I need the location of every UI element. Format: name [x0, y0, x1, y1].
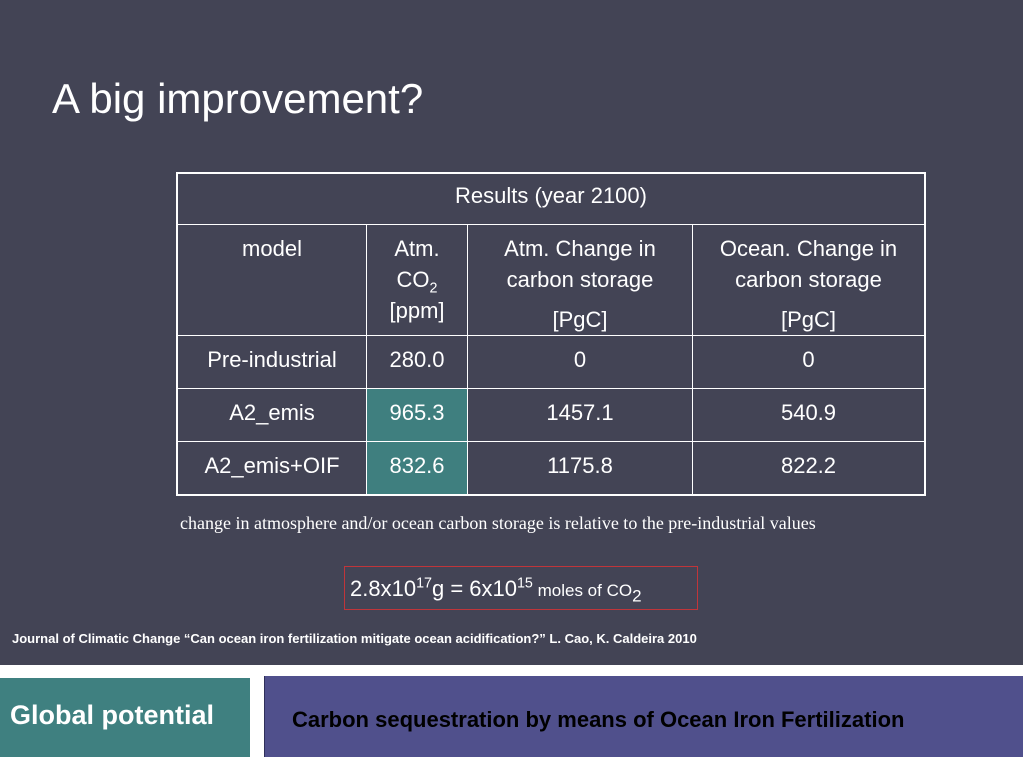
header-atm-change-unit: [PgC]: [552, 307, 608, 332]
formula-exponent2: 15: [516, 575, 533, 592]
cell-model: A2_emis: [176, 388, 367, 442]
section-label-text: Global potential: [10, 700, 215, 730]
formula-exponent1: 17: [416, 575, 432, 592]
header-atm-co2-unit: [ppm]: [389, 298, 445, 323]
table-row: Pre-industrial 280.0 0 0: [176, 335, 926, 389]
header-atm-change-label: Atm. Change in carbon storage: [504, 236, 656, 292]
footer-section-label: Global potential: [0, 678, 250, 757]
cell-atm-co2-highlighted: 832.6: [366, 441, 468, 496]
cell-model: Pre-industrial: [176, 335, 367, 389]
header-ocean-change: Ocean. Change in carbon storage [PgC]: [692, 224, 926, 336]
header-model: model: [176, 224, 367, 336]
header-ocean-change-label: Ocean. Change in carbon storage: [719, 236, 898, 292]
cell-atm-co2: 280.0: [366, 335, 468, 389]
formula-part2: g = 6x10: [431, 576, 517, 601]
presentation-title-text: Carbon sequestration by means of Ocean I…: [292, 707, 905, 732]
formula-part1: 2.8x10: [350, 576, 417, 601]
cell-atm-co2-highlighted: 965.3: [366, 388, 468, 442]
table-row: A2_emis 965.3 1457.1 540.9: [176, 388, 926, 442]
conversion-formula-box: 2.8x1017g = 6x1015 moles of CO2: [344, 566, 698, 610]
table-row: A2_emis+OIF 832.6 1175.8 822.2: [176, 441, 926, 496]
formula-subscript: 2: [632, 586, 642, 606]
cell-atm-change: 1175.8: [467, 441, 693, 496]
cell-ocean-change: 822.2: [692, 441, 926, 496]
header-atm-co2-subscript: 2: [429, 280, 438, 297]
slide-title: A big improvement?: [52, 75, 424, 122]
citation: Journal of Climatic Change “Can ocean ir…: [12, 631, 697, 646]
cell-atm-change: 0: [467, 335, 693, 389]
header-atm-change: Atm. Change in carbon storage [PgC]: [467, 224, 693, 336]
header-atm-co2-line1: Atm.: [394, 236, 440, 261]
formula-part3: moles of CO: [532, 581, 633, 600]
table-footnote: change in atmosphere and/or ocean carbon…: [180, 513, 816, 533]
cell-ocean-change: 540.9: [692, 388, 926, 442]
header-ocean-change-unit: [PgC]: [780, 307, 837, 332]
table-caption: Results (year 2100): [176, 172, 926, 225]
table-header-row: model Atm. CO2 [ppm] Atm. Change in carb…: [176, 224, 926, 336]
header-atm-co2-line2: CO: [396, 267, 430, 292]
cell-atm-change: 1457.1: [467, 388, 693, 442]
header-atm-co2: Atm. CO2 [ppm]: [366, 224, 468, 336]
table-caption-row: Results (year 2100): [176, 172, 926, 225]
footer-presentation-title: Carbon sequestration by means of Ocean I…: [264, 676, 1023, 757]
cell-ocean-change: 0: [692, 335, 926, 389]
results-table: Results (year 2100) model Atm. CO2 [ppm]…: [176, 172, 926, 496]
cell-model: A2_emis+OIF: [176, 441, 367, 496]
slide: A big improvement? Results (year 2100) m…: [0, 0, 1023, 665]
